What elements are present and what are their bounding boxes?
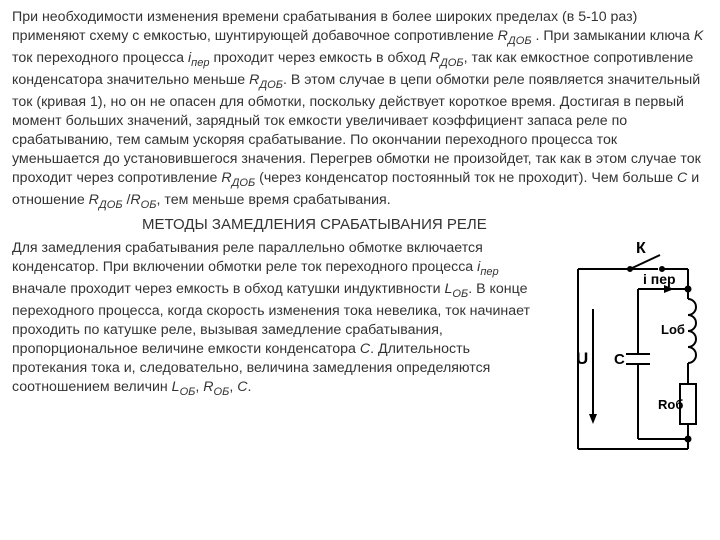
t: ток переходного процесса <box>12 50 188 66</box>
sym-R: R <box>130 192 140 208</box>
paragraph-2: Для замедления срабатывания реле паралле… <box>12 239 538 469</box>
t: проходит через емкость в обход <box>210 50 430 66</box>
t: . <box>247 379 251 395</box>
sym-K: K <box>694 28 703 44</box>
t: вначале проходит через емкость в обход к… <box>12 281 445 297</box>
sub-ob: ОБ <box>452 288 468 300</box>
sub-dob: ДОБ <box>99 199 123 211</box>
t: , тем меньше время срабатывания. <box>156 192 390 208</box>
label-K: К <box>636 240 646 257</box>
sub-dob: ДОБ <box>440 57 464 69</box>
label-U: U <box>576 349 588 368</box>
label-C: C <box>614 351 625 368</box>
sub-ob: ОБ <box>214 386 230 398</box>
sym-R: R <box>203 379 213 395</box>
sub-per: пер <box>480 266 498 278</box>
circuit-diagram: К i пер U C Lоб Rоб <box>548 239 708 469</box>
sym-C: C <box>677 170 687 186</box>
sub-ob: ОБ <box>141 199 157 211</box>
sym-L: L <box>172 379 180 395</box>
content-row: Для замедления срабатывания реле паралле… <box>12 239 708 469</box>
sub-dob: ДОБ <box>259 79 283 91</box>
sym-C: C <box>360 341 370 357</box>
t: Для замедления срабатывания реле паралле… <box>12 240 483 275</box>
section-title: МЕТОДЫ ЗАМЕДЛЕНИЯ СРАБАТЫВАНИЯ РЕЛЕ <box>142 215 542 235</box>
label-Rob: Rоб <box>658 397 683 412</box>
sym-R: R <box>89 192 99 208</box>
label-iper: i пер <box>643 271 676 287</box>
sym-R: R <box>221 170 231 186</box>
circuit-svg: К i пер U C Lоб Rоб <box>548 239 708 469</box>
t: . При замыкании ключа <box>532 28 694 44</box>
sub-ob: ОБ <box>180 386 196 398</box>
t: (через конденсатор постоянный ток не про… <box>255 170 677 186</box>
sym-C: C <box>237 379 247 395</box>
sub-dob: ДОБ <box>232 177 256 189</box>
sym-R: R <box>249 72 259 88</box>
sub-per: пер <box>191 57 209 69</box>
sym-R: R <box>430 50 440 66</box>
label-Lob: Lоб <box>661 322 685 337</box>
sym-R: R <box>498 28 508 44</box>
sub-dob: ДОБ <box>508 35 532 47</box>
paragraph-1: При необходимости изменения времени сраб… <box>12 8 708 213</box>
